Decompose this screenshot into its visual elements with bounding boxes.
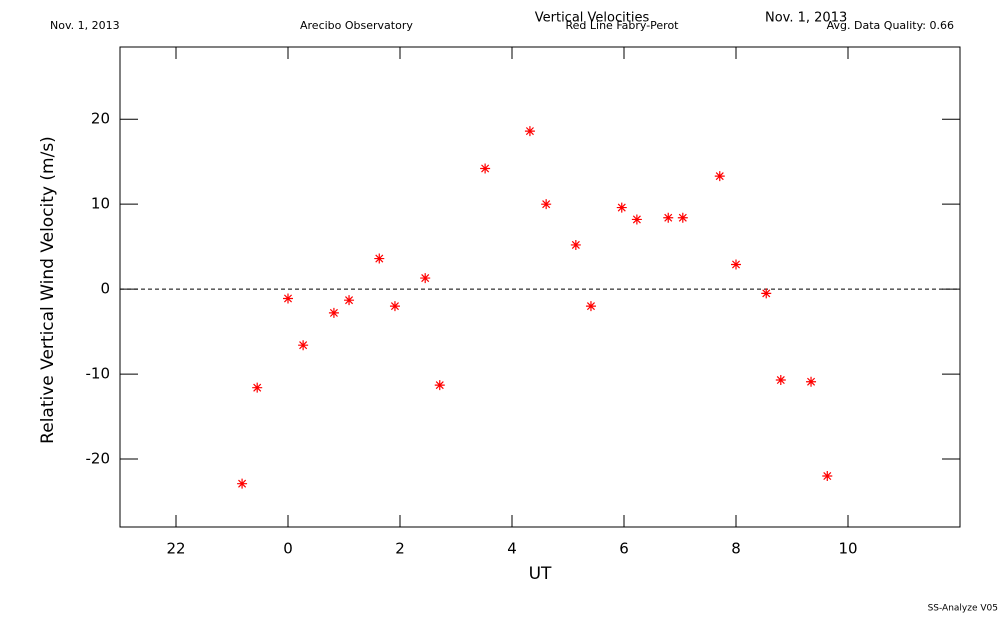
point: [480, 163, 491, 174]
footer: SS-Analyze V05: [928, 604, 998, 614]
point: [631, 214, 642, 225]
x-tick-label: 2: [395, 540, 405, 558]
quality: Avg. Data Quality: 0.66: [827, 19, 954, 32]
plot-frame: [119, 46, 961, 528]
point: [434, 380, 445, 391]
point: [806, 376, 817, 387]
point: [731, 259, 741, 270]
point: [344, 295, 355, 306]
y-axis-label: Relative Vertical Wind Velocity (m/s): [38, 136, 58, 444]
point: [237, 478, 248, 489]
observatory: Arecibo Observatory: [300, 19, 413, 32]
point: [570, 239, 581, 250]
point: [389, 301, 400, 312]
chart-title: Vertical Velocities: [535, 11, 650, 26]
point: [585, 301, 596, 312]
point: [714, 171, 725, 182]
point: [283, 293, 293, 304]
subtitle: Red Line Fabry-Perot: [566, 19, 680, 32]
point: [298, 340, 309, 351]
point: [541, 199, 552, 210]
y-tick-label: 10: [91, 195, 110, 213]
date-right: Nov. 1, 2013: [765, 11, 847, 26]
point: [252, 382, 263, 393]
point: [524, 126, 535, 137]
x-tick-label: 22: [166, 540, 185, 558]
y-tick-label: 0: [100, 280, 110, 298]
x-tick-label: 6: [619, 540, 629, 558]
x-tick-label: 4: [507, 540, 517, 558]
date-left: Nov. 1, 2013: [50, 19, 120, 32]
point: [822, 471, 833, 482]
point: [775, 375, 786, 386]
point: [328, 307, 339, 318]
x-tick-label: 0: [283, 540, 293, 558]
y-tick-label: -10: [86, 365, 111, 383]
point: [616, 202, 627, 213]
y-tick-label: -20: [86, 450, 111, 468]
point: [761, 288, 772, 299]
point: [663, 212, 674, 223]
point: [677, 212, 688, 223]
x-tick-label: 8: [731, 540, 741, 558]
point: [374, 253, 385, 264]
x-axis-label: UT: [529, 564, 552, 584]
point: [420, 273, 431, 284]
x-tick-label: 10: [838, 540, 857, 558]
y-tick-label: 20: [91, 110, 110, 128]
